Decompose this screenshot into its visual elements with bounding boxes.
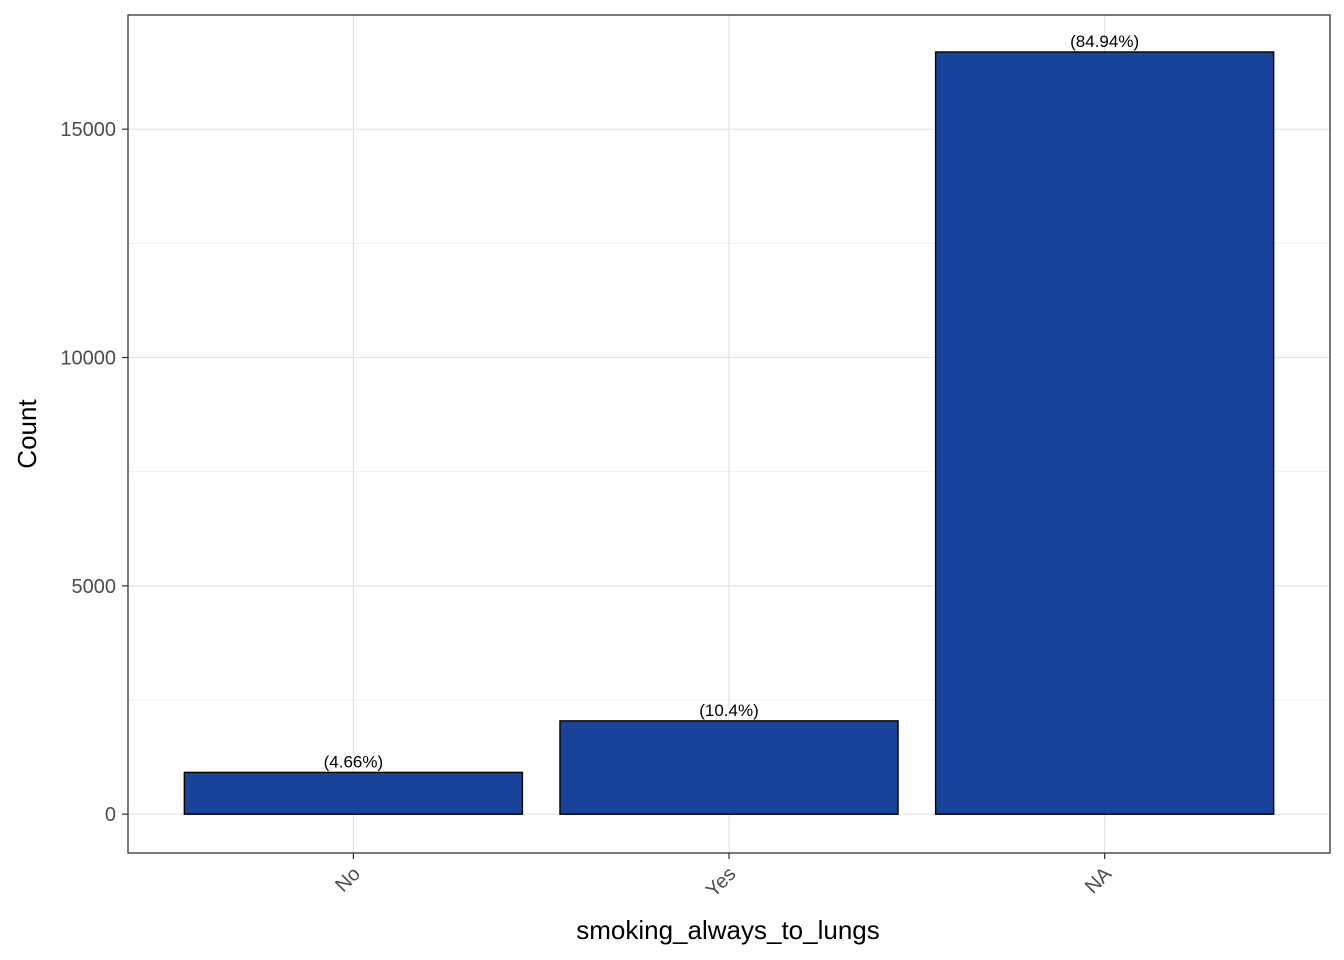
- bar: [934, 51, 1275, 815]
- y-tick-label: 0: [105, 804, 116, 826]
- bars: [183, 51, 1275, 815]
- y-axis: 0 5000 10000 15000: [60, 119, 128, 826]
- bar-value-label: (10.4%): [699, 701, 759, 720]
- x-axis-title: smoking_always_to_lungs: [576, 915, 880, 945]
- y-axis-title: Count: [12, 399, 42, 469]
- bar-value-label: (4.66%): [324, 752, 384, 771]
- y-tick-label: 5000: [72, 576, 117, 598]
- bar: [559, 720, 899, 815]
- bar-value-label: (84.94%): [1070, 32, 1139, 51]
- bar-labels: (4.66%) (10.4%) (84.94%): [324, 32, 1140, 771]
- bar: [183, 771, 524, 815]
- y-tick-label: 10000: [60, 348, 116, 370]
- y-tick-label: 15000: [60, 119, 116, 141]
